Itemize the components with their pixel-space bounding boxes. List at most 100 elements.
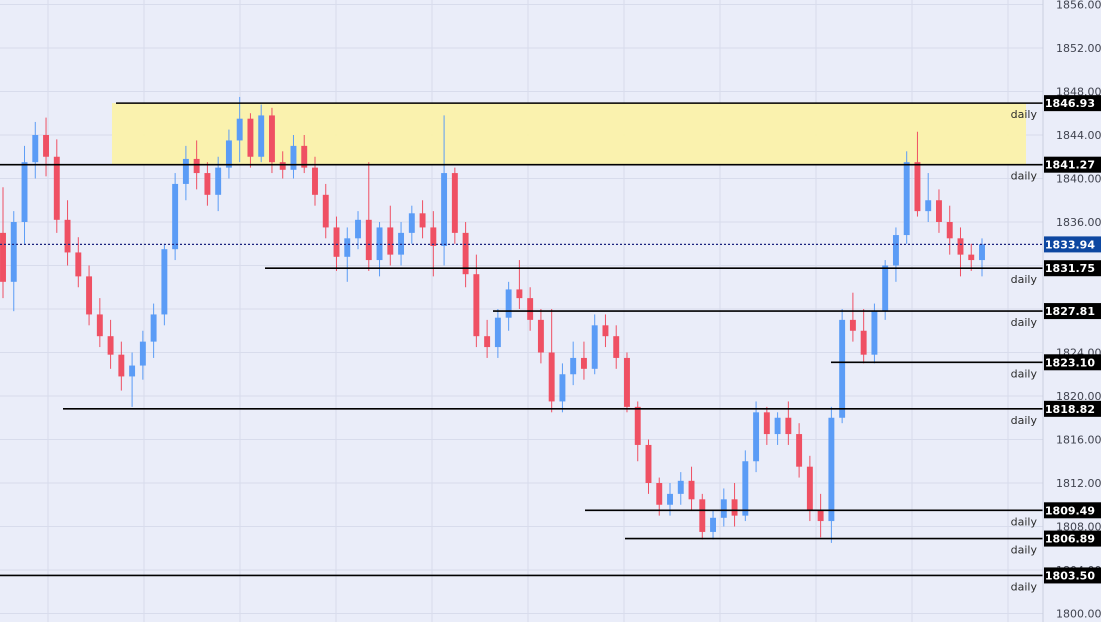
candle-body — [559, 374, 566, 402]
candle-body — [182, 158, 189, 184]
level-price-tag-bg — [1044, 502, 1101, 519]
y-tick-label: 1844.00 — [1056, 129, 1101, 142]
candle — [634, 401, 641, 462]
candle — [441, 115, 448, 266]
candle-body — [290, 145, 297, 170]
candle-body — [688, 480, 695, 500]
candle-body — [537, 319, 544, 353]
candle — [268, 107, 275, 174]
candle-body — [602, 325, 609, 337]
level-price-tag: 1823.10 — [1044, 354, 1101, 371]
candle-body — [268, 115, 275, 163]
candle-body — [64, 219, 71, 253]
level-price-tag-text: 1809.49 — [1045, 504, 1095, 517]
candle — [96, 298, 103, 348]
candle — [688, 466, 695, 511]
candle — [537, 309, 544, 364]
candle-body — [408, 213, 415, 233]
candle-body — [96, 314, 103, 337]
candle — [505, 281, 512, 331]
candle-body — [624, 357, 630, 407]
y-tick-label: 1840.00 — [1056, 173, 1101, 186]
y-tick-label: 1800.00 — [1056, 608, 1101, 621]
y-tick-label: 1836.00 — [1056, 216, 1101, 229]
candle-body — [785, 417, 792, 435]
candle-body — [301, 145, 308, 168]
price-tags: 1846.93 1841.27 1831.75 1827.81 1823.10 1818.… — [1044, 95, 1101, 584]
candle — [871, 303, 878, 364]
candle-body — [441, 173, 448, 246]
candle — [32, 121, 39, 179]
candle-body — [129, 365, 136, 377]
candle-body — [677, 480, 684, 494]
level-price-tag: 1827.81 — [1044, 303, 1101, 320]
candle — [376, 222, 383, 277]
level-price-tag-text: 1806.89 — [1045, 533, 1095, 546]
candle-body — [849, 319, 856, 331]
candle — [570, 341, 577, 386]
current-price-tag-text: 1833.94 — [1045, 238, 1095, 251]
candle — [258, 104, 265, 163]
candle-body — [21, 162, 28, 222]
level-price-tag-text: 1803.50 — [1045, 569, 1095, 582]
candle — [322, 183, 329, 239]
candle-body — [527, 298, 534, 320]
candle-body — [968, 254, 975, 261]
candle — [817, 493, 824, 538]
candle-body — [344, 238, 351, 257]
candle — [129, 352, 136, 407]
level-price-tag-text: 1831.75 — [1045, 262, 1095, 275]
candle — [172, 173, 179, 261]
candle — [903, 151, 910, 244]
candle-body — [742, 461, 749, 516]
candle-body — [419, 213, 426, 228]
level-daily-label: daily — [1011, 108, 1038, 121]
current-price-tag-bg — [1044, 236, 1101, 253]
candle — [473, 254, 480, 348]
candle-body — [903, 162, 910, 236]
y-tick-label: 1812.00 — [1056, 477, 1101, 490]
candle-body — [979, 244, 985, 261]
candle — [602, 314, 609, 348]
level-daily-label: daily — [1011, 316, 1038, 329]
candle — [892, 227, 899, 282]
candle — [107, 319, 114, 369]
candle — [591, 314, 598, 375]
y-tick-label: 1852.00 — [1056, 42, 1101, 55]
candle-body — [892, 235, 899, 266]
candle-body — [731, 499, 738, 516]
candle — [860, 309, 867, 364]
candle-body — [43, 135, 49, 157]
level-price-tag-bg — [1044, 156, 1101, 173]
candle-body — [247, 118, 254, 157]
candle — [839, 309, 846, 424]
y-tick-label: 1820.00 — [1056, 390, 1101, 403]
candle — [139, 330, 146, 380]
candle — [161, 243, 168, 326]
candle — [150, 303, 157, 358]
candle — [925, 173, 932, 222]
candle-body — [430, 227, 437, 246]
level-daily-label: daily — [1011, 580, 1038, 593]
candle-body — [398, 232, 405, 255]
candle-body — [645, 444, 652, 483]
candle-body — [258, 115, 265, 157]
candle — [774, 412, 781, 445]
level-price-tag-text: 1846.93 — [1045, 97, 1095, 110]
current-price-tag: 1833.94 — [1044, 236, 1101, 253]
candle-body — [193, 158, 200, 174]
candle — [43, 117, 49, 177]
candle-body — [225, 140, 232, 168]
candle — [968, 243, 975, 271]
level-daily-label: daily — [1011, 515, 1038, 528]
candle — [398, 222, 405, 266]
candle — [882, 260, 889, 320]
candle — [462, 222, 469, 288]
candle — [763, 406, 770, 445]
candle — [118, 341, 125, 391]
candle-body — [570, 357, 577, 375]
candle-body — [150, 314, 157, 342]
candle — [430, 211, 437, 277]
candle-body — [355, 219, 361, 239]
